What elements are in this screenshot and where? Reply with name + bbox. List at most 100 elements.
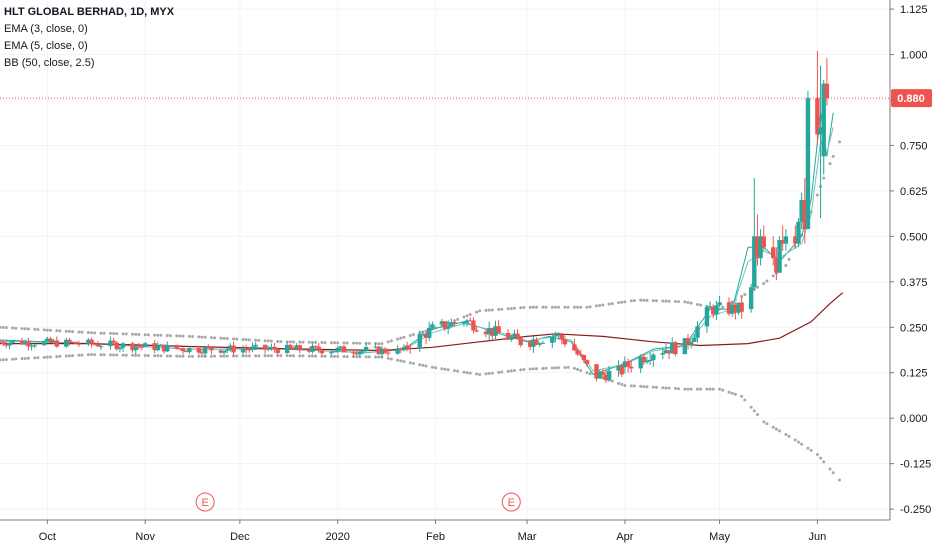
candle-body — [269, 346, 274, 349]
candle-body — [158, 344, 164, 346]
candle-body — [199, 352, 205, 354]
earnings-marker-circle — [195, 492, 215, 512]
bb-dot — [175, 334, 179, 338]
bb-dot — [446, 368, 450, 372]
bb-dot — [200, 335, 204, 339]
grid — [0, 0, 890, 520]
bb-dot — [468, 371, 472, 375]
bb-dot — [67, 354, 71, 358]
y-tick-label: 0.000 — [900, 413, 928, 425]
bb-dot — [134, 353, 138, 357]
bb-dot — [288, 340, 292, 344]
legend-ema3: EMA (3, close, 0) — [4, 23, 88, 35]
candle-body — [442, 321, 448, 329]
bb-dot — [475, 310, 479, 314]
bb-dot — [115, 353, 119, 357]
bb-dot — [522, 367, 526, 371]
candle-body — [707, 306, 713, 308]
bb-dot — [131, 332, 135, 336]
bb-dot — [588, 372, 592, 376]
y-tick-label: 1.125 — [900, 4, 928, 16]
bb-dot — [509, 306, 513, 310]
candle-body — [729, 304, 735, 314]
bb-dot — [695, 387, 699, 391]
bb-dot — [355, 341, 359, 345]
bb-dot — [143, 354, 147, 358]
bb-dot — [462, 315, 466, 319]
bb-dot — [108, 331, 112, 335]
legend-bb: BB (50, close, 2.5) — [4, 57, 95, 69]
candle-body — [692, 337, 697, 342]
bb-dot — [509, 369, 513, 373]
candle-body — [10, 340, 15, 343]
bb-dot — [191, 335, 195, 339]
bb-dot — [33, 327, 37, 331]
candle-body — [584, 360, 590, 365]
bb-dot — [617, 301, 621, 305]
bb-dot — [187, 334, 191, 338]
bb-dot — [793, 438, 797, 442]
bb-dot — [269, 339, 273, 343]
candle-body — [130, 343, 135, 351]
bb-dot — [733, 392, 737, 396]
bb-dot — [386, 356, 390, 360]
bb-dot — [752, 409, 756, 413]
candle-body — [714, 305, 719, 315]
bb-dot — [307, 354, 311, 358]
bb-dot — [301, 354, 305, 358]
bb-dot — [695, 302, 699, 306]
bb-dot — [421, 363, 425, 367]
candle-body — [562, 339, 568, 345]
candle-body — [540, 342, 546, 344]
candle-body — [54, 340, 60, 347]
candle-body — [651, 354, 656, 360]
y-tick-label: 0.375 — [900, 277, 928, 289]
bb-dot — [266, 354, 270, 358]
bb-dot — [197, 354, 201, 358]
candle-body — [512, 333, 517, 337]
bb-dot — [462, 370, 466, 374]
bb-dot — [727, 390, 731, 394]
candle-body — [45, 338, 50, 342]
bb-dot — [639, 384, 643, 388]
bb-dot — [235, 354, 239, 358]
bb-dot — [257, 338, 261, 342]
bb-dot — [143, 333, 147, 337]
candle-body — [603, 374, 609, 381]
bb-dot — [762, 420, 766, 424]
bb-dot — [159, 333, 163, 337]
bb-dot — [765, 279, 769, 283]
bb-dot — [301, 340, 305, 344]
bb-dot — [557, 366, 561, 370]
bb-dot — [323, 341, 327, 345]
earnings-marker[interactable]: E — [501, 492, 521, 512]
bb-dot — [434, 366, 438, 370]
candle-body — [666, 350, 672, 354]
bb-dot — [14, 326, 18, 330]
bb-dot — [58, 329, 62, 333]
bb-dot — [285, 354, 289, 358]
earnings-marker[interactable]: E — [195, 492, 215, 512]
bb-dot — [572, 305, 576, 309]
bb-dot — [411, 361, 415, 365]
bb-dot — [661, 386, 665, 390]
bb-dot — [99, 331, 103, 335]
bb-dot — [336, 341, 340, 345]
bb-dot — [765, 422, 769, 426]
bb-dot — [235, 337, 239, 341]
bb-dot — [645, 385, 649, 389]
candle-body — [243, 349, 249, 351]
bb-dot — [478, 309, 482, 313]
candle-body — [64, 339, 69, 347]
candle-body — [354, 353, 359, 355]
bb-dot — [465, 371, 469, 375]
candle-body — [98, 346, 104, 348]
bb-dot — [730, 300, 734, 304]
bb-dot — [721, 388, 725, 392]
candle-body — [363, 346, 369, 351]
bb-dot — [146, 354, 150, 358]
bb-dot — [254, 338, 258, 342]
candle-body — [578, 354, 583, 356]
bb-dot — [774, 427, 778, 431]
